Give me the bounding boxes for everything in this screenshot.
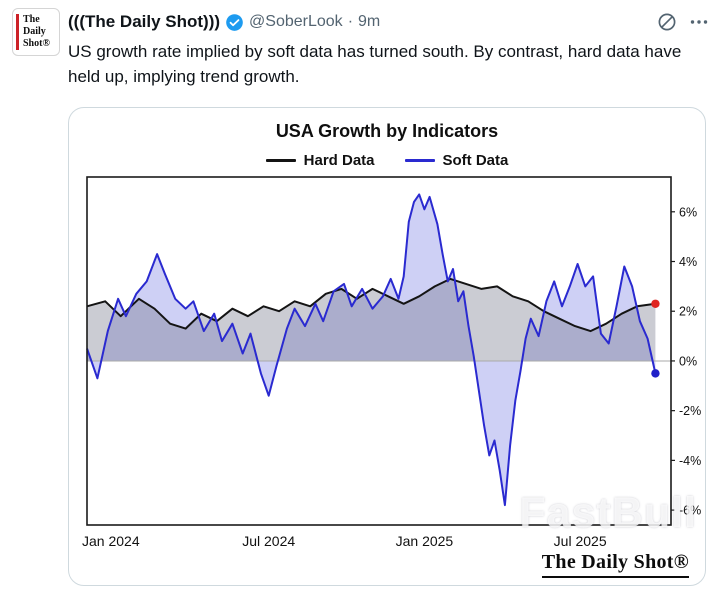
author-handle[interactable]: @SoberLook bbox=[249, 13, 343, 30]
chart-title: USA Growth by Indicators bbox=[275, 121, 499, 141]
chart-card[interactable]: USA Growth by Indicators Hard Data Soft … bbox=[68, 107, 706, 586]
avatar-line-2: Daily bbox=[23, 26, 46, 37]
author-name[interactable]: (((The Daily Shot))) bbox=[68, 12, 221, 31]
plot-frame bbox=[86, 176, 672, 526]
avatar-logo-text: The Daily Shot® bbox=[23, 14, 50, 50]
avatar-red-bar bbox=[16, 14, 19, 50]
mute-icon[interactable] bbox=[657, 12, 677, 32]
more-icon[interactable] bbox=[689, 12, 709, 32]
legend-item-hard-data: Hard Data bbox=[265, 151, 375, 169]
y-tick-label: 0% bbox=[679, 354, 697, 368]
x-tick-label: Jan 2025 bbox=[396, 533, 454, 549]
hard-data-line bbox=[86, 277, 656, 333]
hard-data-swatch bbox=[265, 158, 296, 162]
y-tick-label: -6% bbox=[679, 504, 701, 518]
legend-item-soft-data: Soft Data bbox=[404, 151, 509, 169]
soft-data-line bbox=[86, 193, 657, 507]
y-tick-label: -4% bbox=[679, 454, 701, 468]
avatar-line-3: Shot® bbox=[23, 38, 50, 49]
y-tick-label: 2% bbox=[679, 305, 697, 319]
x-tick-label: Jan 2024 bbox=[82, 533, 140, 549]
post-header-actions bbox=[657, 12, 709, 32]
avatar[interactable]: The Daily Shot® bbox=[12, 8, 60, 56]
chart-area: 6% 4% 2% 0% -2% -4% -6% Jan 2024 Jul 2024 Jan 202… bbox=[69, 173, 705, 555]
soft-data-swatch bbox=[404, 158, 435, 162]
post-header: (((The Daily Shot))) @SoberLook · 9m bbox=[68, 12, 628, 32]
y-tick-label: 4% bbox=[679, 255, 697, 269]
soft-data-end-marker bbox=[651, 369, 660, 378]
y-tick-label: -2% bbox=[679, 404, 701, 418]
x-tick-label: Jul 2025 bbox=[554, 533, 607, 549]
post-timestamp[interactable]: 9m bbox=[358, 13, 381, 30]
post-body: US growth rate implied by soft data has … bbox=[68, 42, 682, 86]
x-tick-label: Jul 2024 bbox=[242, 533, 295, 549]
soft-data-area bbox=[87, 194, 656, 506]
chart-legend: Hard Data Soft Data bbox=[69, 149, 705, 171]
y-tick-label: 6% bbox=[679, 205, 697, 219]
meta-separator: · bbox=[347, 13, 354, 30]
hard-data-label: Hard Data bbox=[303, 151, 375, 169]
hard-data-area bbox=[87, 278, 656, 361]
avatar-line-1: The bbox=[23, 14, 40, 25]
growth-chart: 6% 4% 2% 0% -2% -4% -6% Jan 2024 Jul 2024 Jan 202… bbox=[82, 176, 701, 549]
daily-shot-brand: The Daily Shot® bbox=[541, 551, 689, 578]
soft-data-label: Soft Data bbox=[442, 151, 509, 169]
verified-badge-icon bbox=[226, 13, 243, 31]
hard-data-end-marker bbox=[651, 299, 660, 308]
